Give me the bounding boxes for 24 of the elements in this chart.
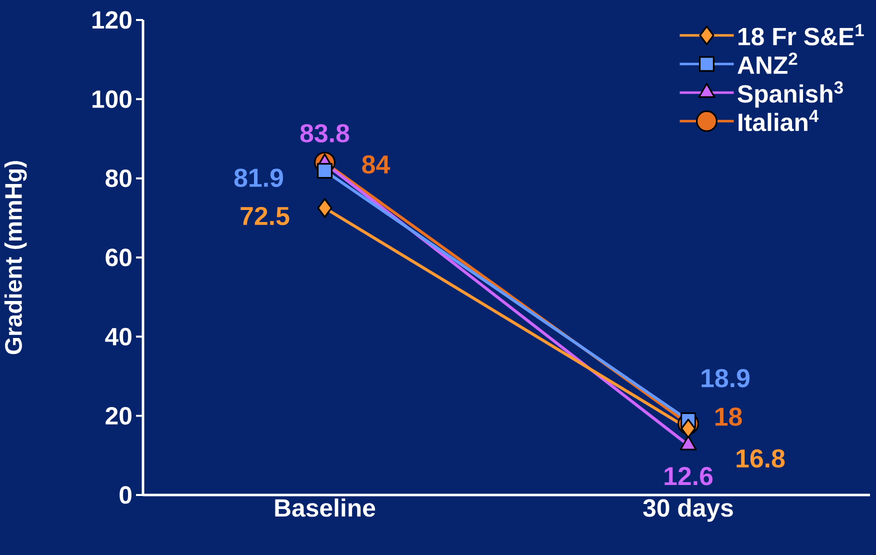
y-tick-label: 60 xyxy=(106,248,132,266)
point xyxy=(680,418,696,438)
y-tick-label: 0 xyxy=(120,486,132,504)
legend-label: 18 Fr S&E$^{1}$ xyxy=(738,24,864,46)
y-tick-label: 40 xyxy=(105,328,132,346)
y-tick-label: 20 xyxy=(106,407,132,425)
data-label: 81.9 xyxy=(234,168,284,187)
y-tick-label: 100 xyxy=(92,90,132,108)
legend-label: ANZ$^{2}$ xyxy=(738,52,798,74)
y-tick-label: 80 xyxy=(106,170,132,188)
data-label: 18 xyxy=(715,408,742,426)
legend-label: Italian$^{4}$ xyxy=(738,110,819,132)
data-label: 12.6 xyxy=(664,466,713,486)
data-label: 84 xyxy=(362,155,390,174)
point xyxy=(317,198,332,218)
data-label: 83.8 xyxy=(300,124,350,142)
data-label: 72.5 xyxy=(240,206,290,226)
data-label: 18.9 xyxy=(702,368,750,388)
x-tick-label: Baseline xyxy=(275,498,376,517)
y-tick-label: 120 xyxy=(92,11,132,29)
y-axis-title: Gradient (mmHg) xyxy=(4,161,27,354)
x-tick-label: 30 days xyxy=(643,498,733,522)
data-label: 16.8 xyxy=(736,449,785,468)
legend-label: Spanish$^{3}$ xyxy=(738,81,843,108)
